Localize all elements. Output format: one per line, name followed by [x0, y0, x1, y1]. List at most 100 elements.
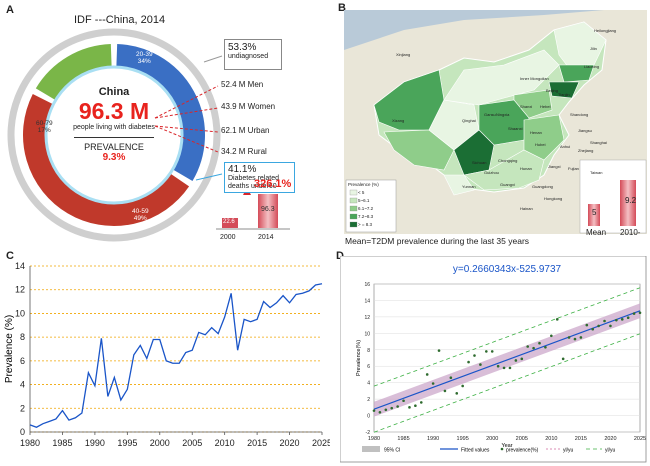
- data-point: [384, 408, 388, 412]
- panel-b-map: [344, 10, 647, 234]
- x-tick-label: 2020: [604, 436, 616, 442]
- y-tick-label: 0: [20, 427, 25, 437]
- province-label: Heilongjiang: [594, 28, 617, 33]
- upper-pi-line: [373, 287, 641, 387]
- province-label: Yunnan: [462, 184, 476, 189]
- province-label: Beijing: [546, 88, 559, 93]
- panel-c-line-chart: 0 2 4 6 8 10 12 14 1980 1985 1990 1995 2000 2005 2010 2…: [4, 261, 330, 448]
- legend-label: 6.1~7.2: [358, 206, 374, 211]
- province-label: Fujian: [568, 166, 579, 171]
- province-label: Hongkong: [544, 196, 563, 201]
- data-point: [561, 357, 565, 361]
- province-label: Inner Mongolian: [520, 76, 549, 81]
- series-line: [29, 283, 323, 428]
- data-point: [443, 389, 447, 393]
- legend-swatch-ci: [362, 446, 380, 452]
- y-tick-label: 14: [15, 261, 25, 271]
- data-point: [461, 384, 464, 388]
- data-point: [573, 337, 577, 341]
- data-point: [615, 318, 618, 322]
- data-point: [449, 376, 453, 380]
- country-name: China: [98, 86, 130, 98]
- province-label: Chongqing: [498, 158, 518, 163]
- data-point: [390, 406, 394, 410]
- province-label: Hebei: [540, 104, 551, 109]
- data-point: [638, 311, 642, 315]
- x-tick-label: 1980: [368, 436, 380, 442]
- y-tick-label: 2: [20, 403, 25, 413]
- fitted-line: [373, 310, 641, 410]
- connector-undiagnosed: [203, 55, 223, 63]
- data-point: [567, 336, 571, 339]
- province-label: Hunan: [520, 166, 532, 171]
- y-tick-label: 4: [20, 380, 25, 390]
- y-tick-label: 10: [364, 331, 370, 337]
- data-point: [632, 312, 636, 315]
- data-point: [520, 357, 524, 361]
- province-liaoning: [548, 81, 580, 99]
- women-count: 43.9 M Women: [221, 102, 276, 111]
- deaths-pct: 41.1%: [228, 164, 257, 175]
- x-tick-label: 2010: [215, 438, 235, 448]
- x-tick-label: 1985: [52, 438, 72, 448]
- data-point: [532, 346, 535, 350]
- x-tick-label: 2005: [516, 436, 528, 442]
- province-label: Liaoning: [584, 64, 600, 69]
- data-point: [496, 364, 500, 368]
- segment-label-20-39: 20-39 34%: [136, 51, 153, 65]
- province-south: [463, 149, 545, 191]
- y-tick-label: 6: [20, 356, 25, 366]
- province-label: Guizhou: [484, 170, 499, 175]
- province-label: Shandong: [570, 112, 589, 117]
- province-label: Shanxi: [520, 104, 533, 109]
- province-label: Shanghai: [590, 140, 607, 145]
- prevalence-value: 9.3%: [102, 152, 126, 163]
- bar-2014-label: 2014: [258, 234, 274, 241]
- y-tick-label: 12: [364, 315, 370, 321]
- province-label: Jiangsu: [578, 128, 592, 133]
- connector-women: [154, 107, 219, 119]
- x-tick-label: 1980: [20, 438, 40, 448]
- legend-label: > = 8.3: [358, 222, 373, 227]
- y-tick-label: 12: [15, 285, 25, 295]
- province-label: Xizang: [392, 118, 405, 123]
- data-point: [490, 350, 494, 353]
- data-point: [396, 405, 399, 408]
- province-jilin: [558, 64, 595, 83]
- y-tick-label: 2: [367, 397, 370, 403]
- x-tick-label: 1990: [85, 438, 105, 448]
- regression-equation: y=0.2660343x-525.9737: [453, 264, 562, 275]
- panel-c-letter: C: [6, 250, 14, 262]
- map-legend-title: Prevalence (%): [348, 182, 379, 187]
- y-tick-label: 14: [364, 298, 370, 304]
- data-point: [408, 406, 411, 409]
- province-label: Hubei: [535, 142, 546, 147]
- data-point: [502, 366, 506, 370]
- growth-pct: 326.1%: [254, 178, 292, 190]
- province-label: Guangdong: [532, 184, 553, 189]
- data-point: [555, 318, 559, 321]
- recent-label: 2010-: [620, 228, 641, 237]
- connector-rural: [154, 125, 219, 153]
- deaths-line1: Diabetes related: [228, 175, 279, 182]
- legend-label: 7.2~8.3: [358, 214, 374, 219]
- x-axis-label: Year: [501, 443, 512, 449]
- y-tick-label: -2: [366, 430, 371, 436]
- legend-swatch: [349, 221, 358, 228]
- province-label: Tianjin: [558, 92, 570, 97]
- x-tick-label: 2025: [634, 436, 646, 442]
- outer-gray-ring: [7, 28, 221, 242]
- data-point: [538, 341, 541, 345]
- panel-a-donut: [7, 28, 290, 242]
- panel-a-title: IDF ---China, 2014: [74, 14, 166, 26]
- legend-swatch-points: [500, 447, 504, 451]
- province-label: Sichuan: [472, 160, 487, 165]
- data-point: [550, 334, 553, 338]
- province-label: Jiangxi: [548, 164, 561, 169]
- province-label: Shaanxi: [508, 126, 523, 131]
- province-label: Zhejiang: [578, 148, 594, 153]
- y-tick-label: 16: [364, 282, 370, 288]
- bar-2014-value: 96.3: [261, 206, 275, 213]
- legend-swatch: [349, 205, 358, 212]
- data-point: [479, 363, 482, 366]
